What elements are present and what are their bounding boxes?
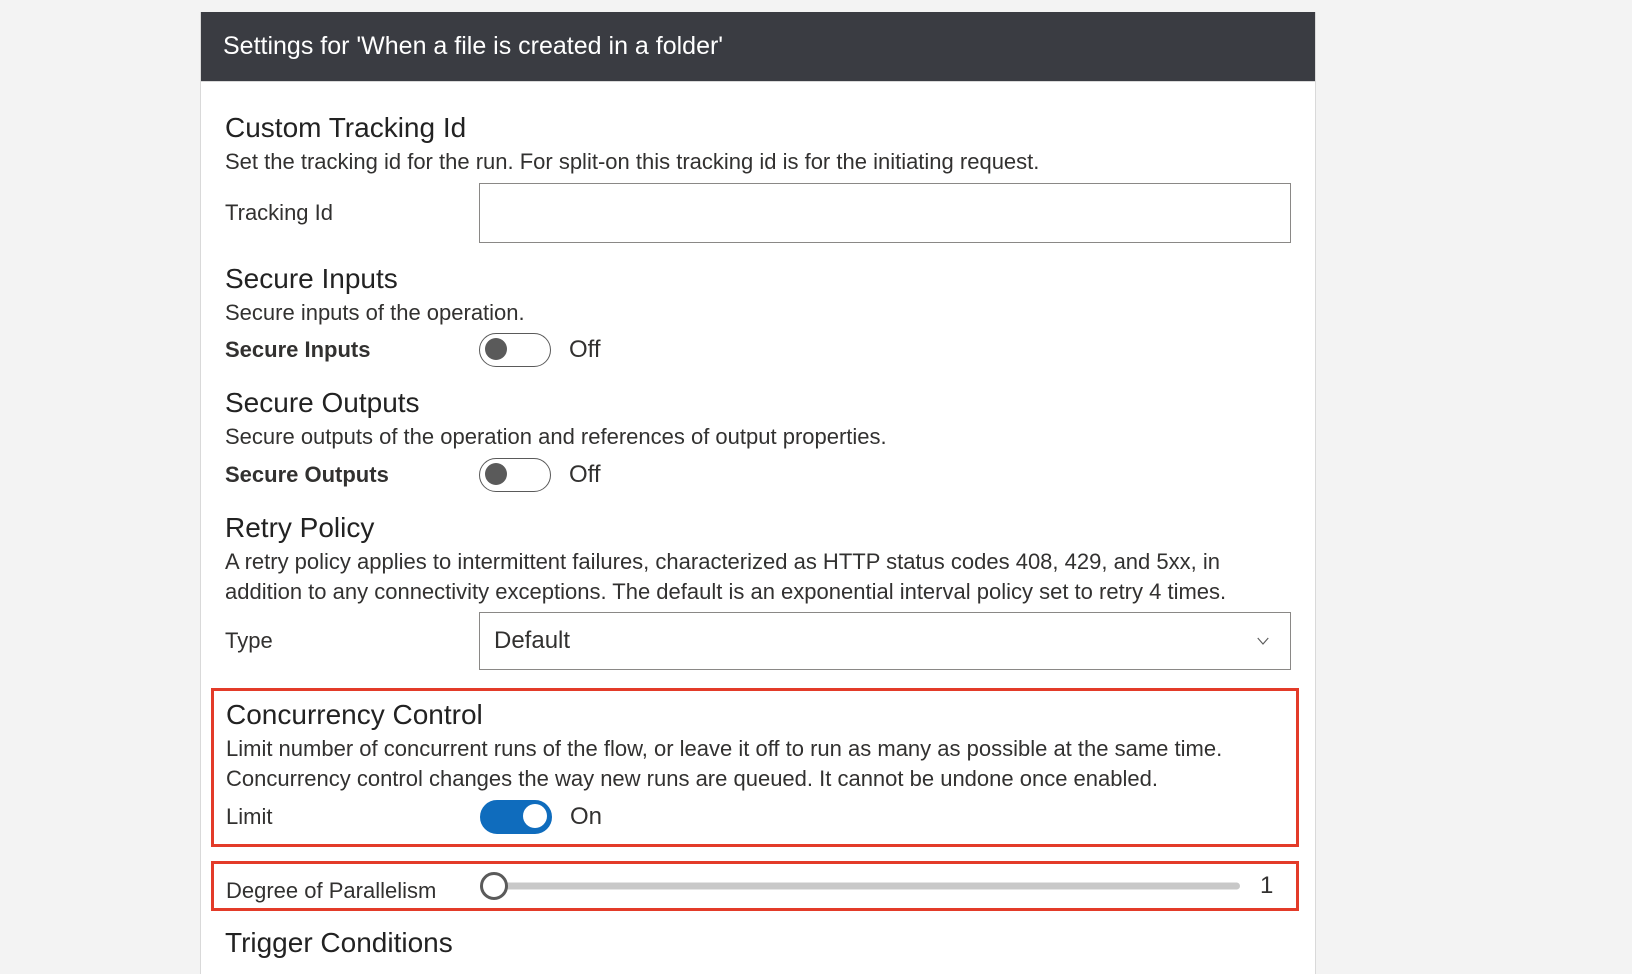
- retry-policy-title: Retry Policy: [225, 510, 1291, 545]
- section-concurrency: Concurrency Control Limit number of conc…: [226, 697, 1284, 833]
- concurrency-limit-state: On: [570, 803, 602, 831]
- retry-type-selected: Default: [494, 627, 570, 655]
- tracking-id-label: Tracking Id: [225, 200, 479, 226]
- chevron-down-icon: [1254, 632, 1272, 650]
- retry-type-label: Type: [225, 628, 479, 654]
- parallelism-highlight: Degree of Parallelism 1: [211, 861, 1299, 911]
- custom-tracking-title: Custom Tracking Id: [225, 110, 1291, 145]
- secure-inputs-field-label: Secure Inputs: [225, 337, 479, 363]
- secure-outputs-field-label: Secure Outputs: [225, 462, 479, 488]
- section-secure-outputs: Secure Outputs Secure outputs of the ope…: [225, 385, 1291, 492]
- tracking-id-input[interactable]: [479, 183, 1291, 243]
- trigger-conditions-title: Trigger Conditions: [225, 925, 1291, 960]
- custom-tracking-desc: Set the tracking id for the run. For spl…: [225, 147, 1291, 177]
- secure-outputs-desc: Secure outputs of the operation and refe…: [225, 422, 1291, 452]
- secure-outputs-toggle[interactable]: [479, 458, 551, 492]
- parallelism-slider[interactable]: [480, 872, 1240, 900]
- secure-outputs-title: Secure Outputs: [225, 385, 1291, 420]
- secure-inputs-title: Secure Inputs: [225, 261, 1291, 296]
- retry-policy-desc: A retry policy applies to intermittent f…: [225, 547, 1291, 606]
- secure-inputs-toggle[interactable]: [479, 333, 551, 367]
- section-retry-policy: Retry Policy A retry policy applies to i…: [225, 510, 1291, 670]
- concurrency-highlight: Concurrency Control Limit number of conc…: [211, 688, 1299, 846]
- panel-title: Settings for 'When a file is created in …: [201, 12, 1315, 82]
- concurrency-limit-label: Limit: [226, 804, 480, 830]
- section-custom-tracking: Custom Tracking Id Set the tracking id f…: [225, 110, 1291, 243]
- secure-inputs-state: Off: [569, 336, 601, 364]
- retry-type-select[interactable]: Default: [479, 612, 1291, 670]
- section-secure-inputs: Secure Inputs Secure inputs of the opera…: [225, 261, 1291, 368]
- secure-inputs-desc: Secure inputs of the operation.: [225, 298, 1291, 328]
- concurrency-desc: Limit number of concurrent runs of the f…: [226, 734, 1284, 793]
- secure-outputs-state: Off: [569, 461, 601, 489]
- parallelism-label: Degree of Parallelism: [226, 868, 480, 904]
- parallelism-value: 1: [1260, 872, 1284, 900]
- concurrency-limit-toggle[interactable]: [480, 800, 552, 834]
- settings-panel: Settings for 'When a file is created in …: [200, 12, 1316, 974]
- section-trigger-conditions: Trigger Conditions: [225, 925, 1291, 960]
- concurrency-title: Concurrency Control: [226, 697, 1284, 732]
